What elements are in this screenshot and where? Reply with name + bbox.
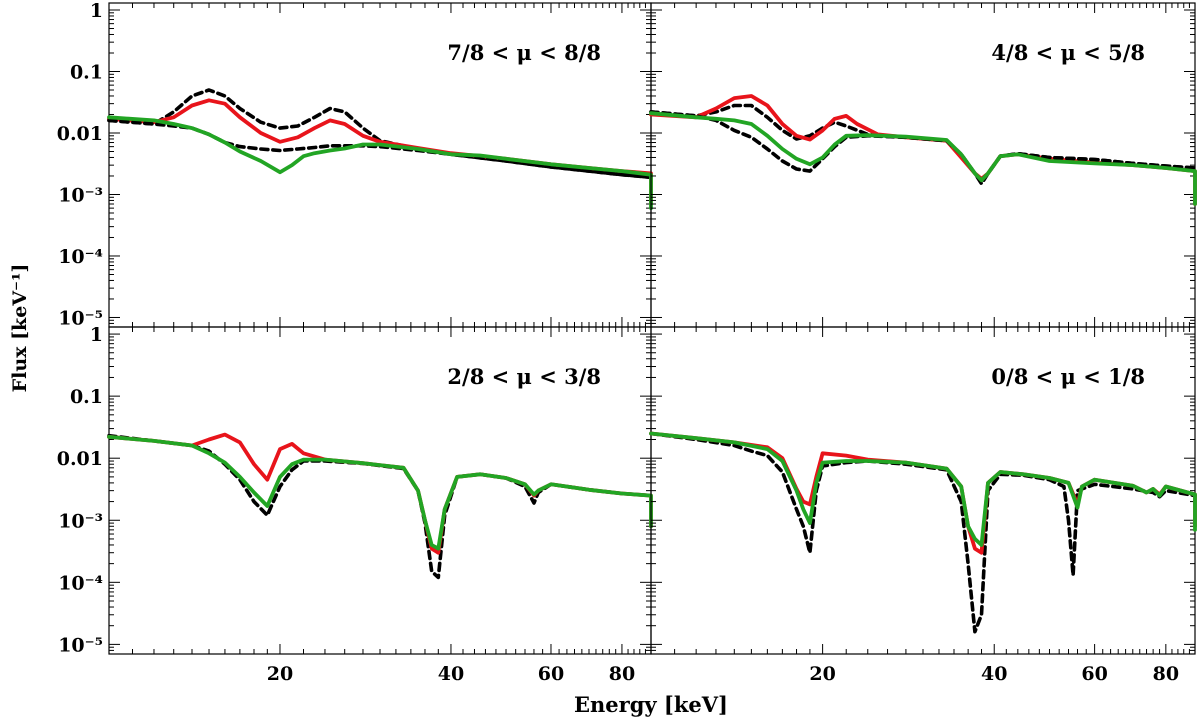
panel-title: 7/8 < μ < 8/8	[447, 40, 601, 65]
x-tick-label: 20	[809, 663, 835, 685]
y-tick-label: 10⁻⁴	[58, 572, 103, 594]
y-axis-label: Flux [keV⁻¹]	[9, 264, 31, 393]
y-tick-label: 10⁻⁵	[58, 307, 103, 329]
x-tick-label: 20	[267, 663, 293, 685]
x-tick-label: 40	[438, 663, 464, 685]
y-tick-label: 1	[90, 324, 103, 346]
panel-3: 1 0.1 0.01 10⁻³ 10⁻⁴ 10⁻⁵ 20 40 60 80 2/8 < μ < 3/…	[57, 324, 653, 685]
x-tick-label: 40	[981, 663, 1007, 685]
x-tick-label: 60	[1081, 663, 1107, 685]
panel-4: 20 40 60 80 0/8 < μ < 1/8	[649, 326, 1197, 685]
series-green	[649, 431, 1197, 547]
panel-title: 0/8 < μ < 1/8	[991, 364, 1145, 389]
series-green	[649, 111, 1197, 206]
series-red	[649, 94, 1197, 206]
series-green	[107, 115, 653, 210]
series-dashed-upper	[107, 88, 653, 180]
series-red	[107, 432, 653, 555]
series-dashed-lower	[649, 110, 1197, 186]
y-tick-label: 0.1	[70, 386, 103, 408]
series-green	[107, 435, 653, 551]
panel-title: 2/8 < μ < 3/8	[447, 364, 601, 389]
y-tick-label: 0.01	[57, 448, 103, 470]
panels-layer: 1 0.1 0.01 10⁻³ 10⁻⁴ 10⁻⁵ 7/8 < μ < 8/8 4/8 < μ…	[57, 0, 1197, 685]
panel-2: 4/8 < μ < 5/8	[649, 2, 1197, 328]
y-tick-label: 10⁻⁵	[58, 634, 103, 656]
y-tick-label: 0.01	[57, 123, 103, 145]
series-dashed-upper	[649, 103, 1197, 184]
x-tick-label: 80	[609, 663, 635, 685]
series-red	[107, 98, 653, 206]
y-tick-label: 10⁻³	[58, 184, 103, 206]
y-tick-label: 10⁻³	[58, 510, 103, 532]
y-tick-label: 10⁻⁴	[58, 246, 103, 268]
y-tick-label: 1	[90, 0, 103, 22]
y-tick-label: 0.1	[70, 62, 103, 84]
x-tick-label: 80	[1153, 663, 1179, 685]
x-axis-label: Energy [keV]	[574, 692, 728, 717]
series-dashed	[107, 433, 653, 580]
series-dashed	[649, 431, 1197, 634]
panel-1: 1 0.1 0.01 10⁻³ 10⁻⁴ 10⁻⁵ 7/8 < μ < 8/8	[57, 0, 653, 329]
x-tick-label: 60	[538, 663, 564, 685]
panel-title: 4/8 < μ < 5/8	[991, 40, 1145, 65]
series-red	[649, 431, 1197, 555]
